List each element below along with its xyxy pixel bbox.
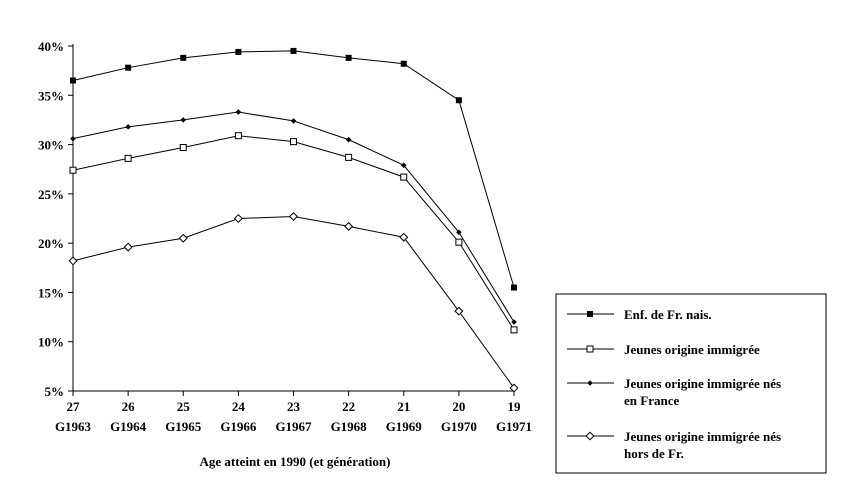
series-2 [69,132,518,334]
data-point [399,232,409,242]
y-tick-label: 20% [38,236,64,251]
legend-item: Jeunes origine immigrée nés hors de Fr. [567,429,781,461]
legend-label: Enf. de Fr. nais. [624,307,712,322]
x-tick-label-age: 27 [67,399,81,414]
data-point [235,48,242,55]
y-tick-label: 10% [38,335,64,350]
y-axis-ticks: 5% 10% 15% 20% 25% 30% 35% 40% [38,39,73,399]
data-point [345,136,352,143]
data-point [344,221,354,231]
data-point [69,166,77,174]
x-tick-label-generation: G1970 [441,419,477,434]
x-axis-ticks: 27 G1963 26 G1964 25 G1965 24 G1966 23 G1967 22 G19… [55,391,532,434]
data-point [511,319,517,325]
x-tick-label-generation: G1968 [331,419,368,434]
x-tick-label-age: 25 [177,399,191,414]
legend-marker [587,380,593,386]
data-point [509,383,519,393]
x-tick-label-age: 20 [452,399,465,414]
x-tick-label-age: 23 [287,399,301,414]
data-point [290,138,297,146]
data-point [70,77,76,84]
y-tick-label: 35% [38,88,64,103]
data-point [345,153,353,161]
series-1 [70,47,517,291]
legend-label: hors de Fr. [624,446,684,461]
data-point [400,162,407,169]
legend-item: Jeunes origine immigrée nés en France [567,376,781,408]
data-point [288,212,299,222]
data-point [234,132,242,140]
x-tick-label-generation: G1967 [275,419,312,434]
legend-label: Jeunes origine immigrée [624,342,760,357]
x-tick-label-generation: G1965 [165,419,202,434]
data-point [455,97,462,104]
data-point [235,109,242,115]
y-tick-label: 15% [38,285,64,300]
data-point [70,135,76,142]
data-point [290,118,297,124]
legend: Enf. de Fr. nais. Jeunes origine immigrée… [555,293,827,474]
y-tick-label: 25% [38,187,64,202]
x-tick-label-age: 26 [122,399,136,414]
legend-item: Enf. de Fr. nais. [567,307,712,322]
series-4 [68,212,519,393]
data-point [511,284,517,291]
x-tick-label-generation: G1969 [386,419,423,434]
data-point [123,242,133,252]
legend-label: Jeunes origine immigrée nés [624,429,781,444]
data-point [400,173,408,181]
data-point [400,60,407,67]
data-point [125,64,132,71]
x-axis-label: Age atteint en 1990 (et génération) [200,454,391,469]
legend-label: en France [624,393,679,408]
legend-label: Jeunes origine immigrée nés [624,376,781,391]
x-tick-label-generation: G1963 [55,419,92,434]
data-point [125,124,131,130]
x-tick-label-generation: G1966 [220,419,257,434]
data-point [233,213,243,224]
series-3 [70,109,517,325]
series-line [72,216,515,389]
data-point [510,326,518,334]
x-tick-label-age: 21 [397,399,410,414]
data-point [290,47,297,54]
x-tick-label-age: 22 [342,399,355,414]
x-tick-label-age: 24 [232,399,246,414]
legend-marker [587,311,593,317]
legend-marker [586,345,594,353]
data-point [454,306,464,316]
series-line [72,50,515,288]
data-point [178,233,188,243]
legend-marker [585,431,595,441]
x-tick-label-age: 19 [508,399,522,414]
data-point [68,256,78,266]
data-point [180,117,187,123]
x-tick-label-generation: G1971 [496,419,532,434]
data-point [180,54,187,61]
data-point [124,154,132,162]
y-tick-label: 5% [45,384,65,399]
data-point [455,238,463,246]
series-line [72,135,515,331]
x-tick-label-generation: G1964 [110,419,147,434]
y-tick-label: 40% [38,39,64,54]
data-point [179,144,187,152]
legend-item: Jeunes origine immigrée [567,342,760,357]
data-point [456,229,462,236]
data-point [345,54,352,61]
series-group [68,47,519,393]
y-tick-label: 30% [38,138,64,153]
